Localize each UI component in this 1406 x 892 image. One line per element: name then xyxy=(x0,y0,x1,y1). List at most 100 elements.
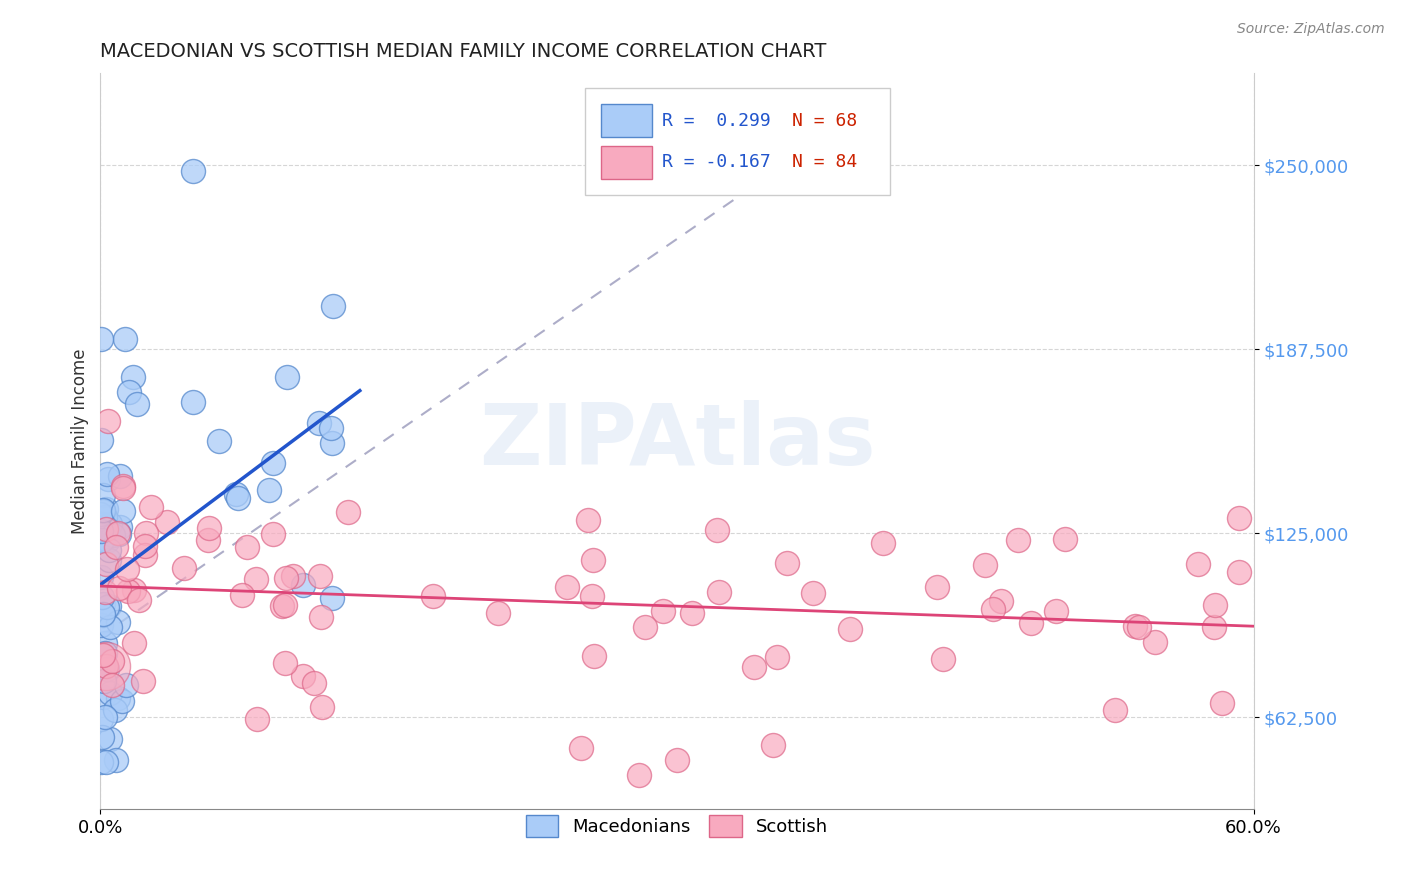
Point xyxy=(90,590,112,604)
Point xyxy=(94,510,117,524)
Point xyxy=(1019,616,1042,631)
Point xyxy=(111,478,134,492)
Point xyxy=(262,526,284,541)
Point xyxy=(97,552,120,566)
Point xyxy=(91,690,114,705)
Point xyxy=(208,434,231,448)
Point xyxy=(582,553,605,567)
Point xyxy=(319,421,342,435)
Point xyxy=(245,572,267,586)
Point xyxy=(634,620,657,634)
Point xyxy=(557,581,579,595)
Point xyxy=(104,753,127,767)
Point xyxy=(132,673,155,688)
Point xyxy=(627,767,650,781)
Point xyxy=(124,636,146,650)
Point xyxy=(422,590,444,604)
Point xyxy=(104,703,127,717)
Point xyxy=(1227,566,1250,580)
Point xyxy=(257,483,280,497)
Point xyxy=(1229,511,1251,525)
Text: N = 68: N = 68 xyxy=(793,112,858,130)
Point xyxy=(91,648,114,662)
Point xyxy=(225,487,247,501)
Text: R = -0.167: R = -0.167 xyxy=(662,153,770,171)
Point xyxy=(173,561,195,575)
Point xyxy=(107,615,129,630)
Point xyxy=(665,753,688,767)
Point xyxy=(96,662,118,676)
Point xyxy=(309,568,332,582)
Point xyxy=(94,658,117,673)
Point xyxy=(105,540,128,554)
Point xyxy=(766,649,789,664)
Point xyxy=(707,585,730,599)
Point xyxy=(96,501,118,516)
Legend: Macedonians, Scottish: Macedonians, Scottish xyxy=(519,808,835,844)
Point xyxy=(118,384,141,399)
Point xyxy=(111,481,134,495)
Point xyxy=(125,397,148,411)
Point xyxy=(107,581,129,595)
Point xyxy=(94,522,117,536)
Point xyxy=(322,299,344,313)
Point xyxy=(98,620,121,634)
Point xyxy=(124,583,146,598)
Point xyxy=(311,699,333,714)
Point xyxy=(1143,634,1166,648)
Point xyxy=(97,414,120,428)
Point xyxy=(139,500,162,514)
Point xyxy=(91,488,114,502)
Point xyxy=(108,469,131,483)
Point xyxy=(274,656,297,670)
Point xyxy=(197,533,219,548)
Point xyxy=(652,603,675,617)
Point xyxy=(742,659,765,673)
Point xyxy=(90,755,112,769)
Point xyxy=(321,591,343,606)
Point xyxy=(96,467,118,481)
Point xyxy=(112,504,135,518)
Point xyxy=(93,674,115,689)
Point xyxy=(801,586,824,600)
Point xyxy=(927,580,949,594)
Point xyxy=(576,513,599,527)
Point xyxy=(93,597,115,611)
Point xyxy=(1104,703,1126,717)
Point xyxy=(91,607,114,621)
Point xyxy=(776,556,799,570)
Point xyxy=(122,370,145,384)
Point xyxy=(932,652,955,666)
Point xyxy=(226,491,249,506)
Point xyxy=(262,456,284,470)
Point xyxy=(91,503,114,517)
Point xyxy=(107,525,129,540)
Point xyxy=(302,676,325,690)
Point xyxy=(156,515,179,529)
Point xyxy=(98,732,121,747)
Point xyxy=(94,584,117,599)
Point xyxy=(872,535,894,549)
Point xyxy=(110,520,132,534)
Point xyxy=(488,607,510,621)
Point xyxy=(90,712,112,726)
Point xyxy=(183,395,205,409)
Point xyxy=(94,756,117,770)
Point xyxy=(569,741,592,756)
Point xyxy=(1123,619,1146,633)
Point xyxy=(94,646,117,660)
Point xyxy=(90,570,112,584)
Point xyxy=(271,599,294,614)
Point xyxy=(114,332,136,346)
Point xyxy=(117,562,139,576)
Point xyxy=(111,693,134,707)
Y-axis label: Median Family Income: Median Family Income xyxy=(72,349,89,534)
Point xyxy=(974,558,997,573)
Text: MACEDONIAN VS SCOTTISH MEDIAN FAMILY INCOME CORRELATION CHART: MACEDONIAN VS SCOTTISH MEDIAN FAMILY INC… xyxy=(100,42,827,61)
Point xyxy=(128,592,150,607)
Point xyxy=(990,594,1012,608)
Point xyxy=(107,527,129,541)
Point xyxy=(101,678,124,692)
Point xyxy=(308,416,330,430)
FancyBboxPatch shape xyxy=(600,104,651,136)
